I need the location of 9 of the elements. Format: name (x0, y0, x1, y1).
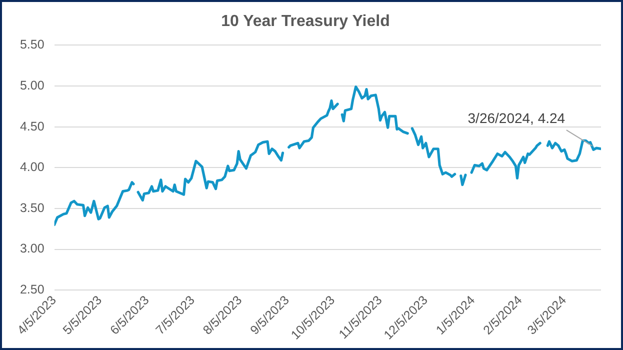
y-tick-label: 2.50 (20, 282, 44, 297)
y-tick-label: 5.00 (20, 78, 44, 92)
y-tick-label: 3.50 (20, 200, 44, 215)
y-tick-label: 3.00 (20, 242, 44, 256)
y-tick-label: 5.50 (20, 38, 44, 52)
annotation: 3/26/2024, 4.24 (468, 110, 566, 126)
y-tick-label: 4.50 (20, 119, 44, 134)
y-tick-label: 4.00 (20, 160, 44, 174)
chart-title: 10 Year Treasury Yield (221, 13, 390, 30)
